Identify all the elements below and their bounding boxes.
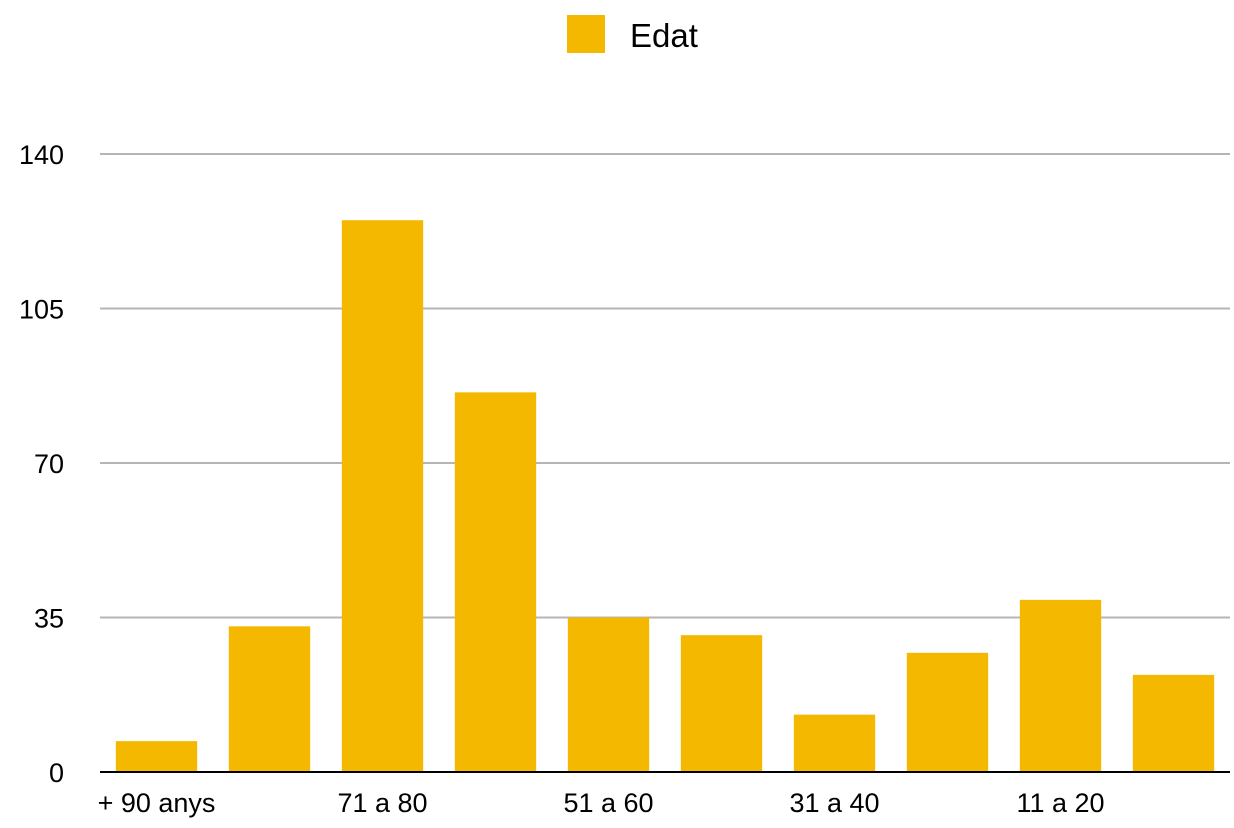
y-axis-tick-labels: 0 35 70 105 140 bbox=[19, 140, 64, 788]
bar-31-a-40 bbox=[793, 714, 876, 772]
chart-legend: Edat bbox=[567, 15, 698, 54]
bar-71-a-80 bbox=[341, 220, 424, 772]
bar-51-a-60 bbox=[567, 617, 650, 772]
x-tick-label-90-anys: + 90 anys bbox=[98, 788, 216, 818]
x-axis-tick-labels: + 90 anys 71 a 80 51 a 60 31 a 40 11 a 20 bbox=[98, 788, 1105, 818]
bar-81-a-90 bbox=[228, 626, 311, 772]
bar-11-a-20 bbox=[1019, 599, 1102, 772]
legend-swatch-edat bbox=[567, 15, 605, 53]
y-tick-label-0: 0 bbox=[49, 758, 64, 788]
bar-0-a-10 bbox=[1132, 674, 1215, 772]
x-tick-label-71-a-80: 71 a 80 bbox=[337, 788, 427, 818]
bar-series-edat bbox=[115, 220, 1215, 772]
x-tick-label-51-a-60: 51 a 60 bbox=[563, 788, 653, 818]
legend-label-edat: Edat bbox=[630, 17, 698, 54]
bar-41-a-50 bbox=[680, 635, 763, 772]
bar-90-anys bbox=[115, 741, 198, 772]
y-tick-label-70: 70 bbox=[34, 449, 64, 479]
x-tick-label-11-a-20: 11 a 20 bbox=[1016, 788, 1104, 818]
y-tick-label-140: 140 bbox=[19, 140, 64, 170]
x-tick-label-31-a-40: 31 a 40 bbox=[789, 788, 879, 818]
bar-21-a-30 bbox=[906, 652, 989, 772]
y-tick-label-105: 105 bbox=[19, 295, 64, 325]
gridlines bbox=[100, 153, 1230, 619]
y-tick-label-35: 35 bbox=[34, 604, 64, 634]
bar-61-a-70 bbox=[454, 392, 537, 772]
